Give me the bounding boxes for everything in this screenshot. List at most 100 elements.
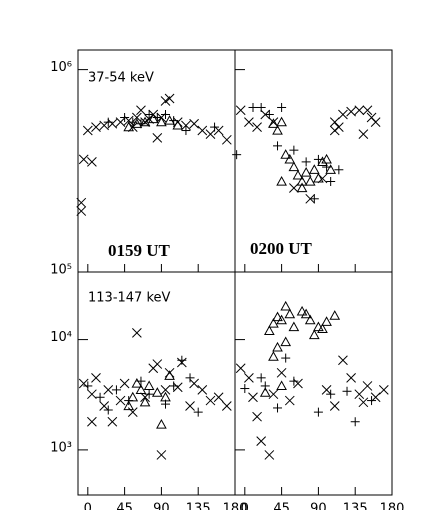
point [264,450,275,460]
point [160,391,171,402]
point [147,113,159,124]
cross-stroke [235,105,246,116]
point [284,395,295,406]
cross-stroke [264,450,275,460]
cross-stroke [107,416,118,427]
point [338,109,348,120]
point [156,450,167,460]
panel-label: 0200 UT [250,239,313,258]
point [329,125,340,136]
x-tick-label: 135 [186,502,211,510]
point [103,117,113,127]
cross-stroke [132,328,142,338]
cross-stroke [181,120,191,131]
point [115,117,126,128]
cross-stroke [82,125,93,136]
cross-stroke [78,154,89,165]
cross-stroke [221,134,232,145]
triangle [263,325,275,335]
point [205,395,216,406]
triangle [127,391,139,402]
point [87,157,97,167]
cross-stroke [244,372,254,383]
point [152,133,163,143]
point [193,407,203,417]
point [362,105,373,116]
cross-stroke [321,385,332,395]
point [350,417,360,427]
point [378,385,389,395]
triangle [304,175,316,186]
point [111,385,121,395]
point [76,206,87,216]
x-tick-label: 180 [380,502,405,510]
point [127,391,139,402]
point [284,308,296,319]
cross-stroke [91,122,101,132]
x-tick-label: 135 [343,502,368,510]
point [256,373,266,383]
point [172,119,184,130]
point [329,401,340,411]
cross-stroke [284,395,295,406]
point [342,386,352,396]
x-tick-label: 45 [273,502,290,510]
point [103,405,113,415]
point [82,125,93,136]
point [292,169,304,180]
point [143,380,155,391]
point [301,157,311,167]
point [139,396,151,407]
point [248,392,258,403]
point [280,300,292,311]
point [123,121,135,132]
point [276,175,287,186]
point [152,112,162,122]
point [296,175,308,186]
point [189,378,199,389]
cross-stroke [213,125,224,136]
triangle [296,305,308,316]
triangle [288,161,300,172]
point [160,385,171,395]
triangle [304,314,316,325]
triangle [329,310,341,320]
cross-stroke [119,378,130,389]
cross-stroke [338,355,348,366]
cross-stroke [107,118,118,129]
point [313,407,323,417]
point [131,377,143,388]
point [221,134,232,145]
cross-stroke [358,397,369,408]
cross-stroke [152,359,163,369]
triangle [325,164,337,174]
point [99,401,110,411]
point [293,378,303,389]
cross-stroke [244,117,254,128]
triangle [280,300,292,311]
cross-stroke [127,407,138,417]
point [280,336,292,347]
triangle [131,377,143,388]
point [346,106,356,117]
y-tick-label: 10⁶ [50,60,72,75]
cross-stroke [164,93,175,104]
point [367,396,377,406]
triangle [276,314,287,325]
point [107,416,118,427]
point [309,194,319,204]
triangle [268,317,279,328]
point [276,314,287,325]
cross-stroke [338,109,348,120]
point [240,384,250,394]
point [210,122,220,132]
triangle [280,149,292,159]
triangle [131,118,143,128]
point [289,145,299,155]
point [268,389,279,400]
point [346,372,356,383]
cross-stroke [362,105,373,116]
point [213,392,224,403]
point [358,129,369,139]
triangle [139,396,151,407]
